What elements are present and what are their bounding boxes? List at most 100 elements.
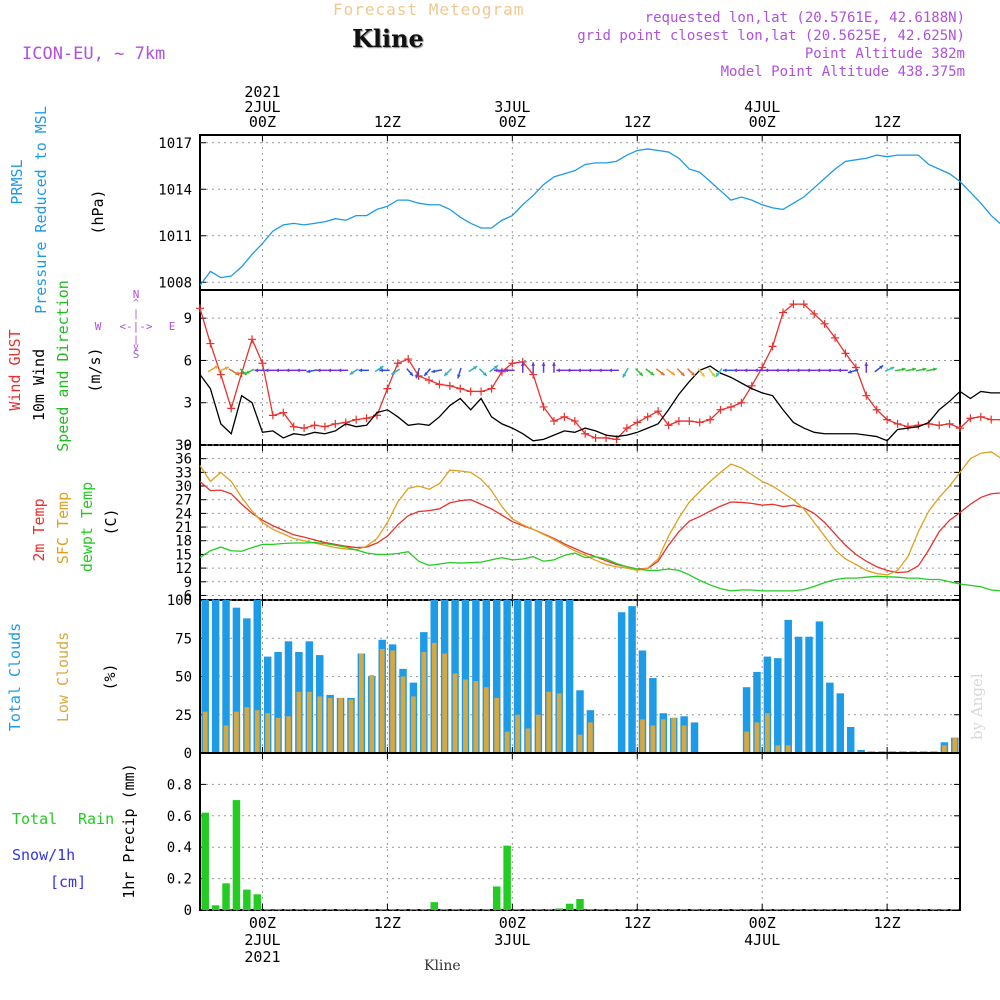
precipitation-bar — [701, 909, 709, 910]
top-time-label: 00Z — [499, 113, 526, 131]
precipitation-frame — [199, 752, 961, 911]
wind-direction-arrowhead — [493, 365, 498, 370]
precipitation-bar — [888, 909, 897, 910]
temperature-ytick-label: 9 — [184, 575, 192, 591]
bottom-time-label: 12Z — [624, 914, 651, 932]
precipitation-bar — [211, 905, 220, 910]
top-time-label: 2JUL — [244, 98, 280, 116]
clouds-bar — [650, 725, 656, 753]
gust-marker — [206, 339, 215, 348]
gust-marker — [976, 412, 985, 421]
pressure-ytick-label: 1011 — [158, 229, 192, 245]
temperature-ytick-label: 36 — [175, 452, 192, 468]
precipitation-bar — [368, 909, 376, 910]
gust-marker — [841, 349, 850, 358]
clouds-bar — [232, 607, 241, 753]
clouds-bar — [638, 650, 647, 753]
clouds-bar — [411, 696, 416, 753]
clouds-bar — [452, 673, 458, 753]
footer-station-label: Kline — [424, 958, 461, 974]
wind-direction-arrowhead — [743, 368, 748, 373]
gust-marker — [622, 424, 631, 433]
clouds-bar — [317, 696, 323, 753]
pressure-series-line — [199, 148, 1000, 286]
clouds-bar — [774, 658, 782, 753]
gust-marker — [258, 359, 267, 368]
gust-marker — [435, 380, 444, 389]
gust-marker — [477, 387, 486, 396]
precipitation-bar — [784, 909, 792, 910]
wind-direction-arrowhead — [242, 371, 247, 376]
precipitation-ytick-label: 0.6 — [167, 809, 192, 825]
precipitation-bar — [326, 909, 334, 910]
gust-marker — [903, 422, 912, 431]
model-name-label: ICON-EU, ~ 7km — [22, 44, 166, 64]
precipitation-ytick-label: 0.4 — [167, 840, 192, 856]
compass-north: N — [133, 288, 140, 301]
clouds-bar — [763, 656, 772, 753]
clouds-bar — [348, 699, 354, 753]
gust-marker — [883, 415, 892, 424]
precipitation-bar — [940, 909, 949, 910]
wind-direction-arrowhead — [901, 367, 906, 372]
precipitation-bar — [638, 909, 647, 910]
wind-direction-arrowhead — [715, 372, 720, 377]
gust-marker — [341, 418, 350, 427]
wind-direction-arrowhead — [608, 368, 612, 373]
wind-direction-arrowhead — [409, 372, 414, 376]
wind-direction-arrowhead — [296, 368, 300, 373]
clouds-bar — [577, 734, 583, 753]
bottom-time-label: 12Z — [374, 914, 401, 932]
forecast-meteogram-title: Forecast Meteogram — [333, 0, 525, 19]
wind-direction-arrowhead — [660, 371, 665, 376]
clouds-bar — [202, 711, 208, 753]
gust-marker — [862, 391, 871, 400]
clouds-bar — [390, 650, 395, 753]
gust-marker — [320, 422, 329, 431]
wind-direction-arrowhead — [306, 369, 311, 374]
clouds-bar — [286, 716, 291, 753]
precipitation-bar — [274, 909, 282, 910]
gust-marker — [664, 421, 673, 430]
gust-marker — [508, 359, 517, 368]
precipitation-bar — [763, 909, 772, 910]
precipitation-bar — [461, 909, 470, 910]
temp-dewpt-label: dewpt Temp — [78, 482, 96, 572]
gust-marker — [456, 384, 465, 393]
wind-10m-label: 10m Wind — [30, 349, 48, 421]
precipitation-bar — [284, 909, 293, 910]
wind-direction-arrowhead — [482, 372, 487, 376]
wind-direction-arrowhead — [650, 371, 655, 376]
gust-marker — [196, 304, 204, 313]
clouds-bar — [338, 697, 343, 753]
clouds-ytick-label: 75 — [175, 631, 192, 647]
gust-marker — [820, 319, 829, 328]
clouds-bar — [504, 731, 510, 753]
wind-direction-arrowhead — [415, 374, 420, 379]
gust-marker — [685, 417, 694, 426]
precipitation-bar — [732, 909, 740, 910]
clouds-bar — [671, 717, 677, 753]
gust-marker — [945, 419, 954, 428]
clouds-bar — [588, 722, 593, 753]
wind-direction-arrowhead — [922, 367, 927, 372]
temperature-ytick-label: 33 — [175, 465, 192, 481]
wind-direction-arrowhead — [622, 373, 627, 378]
gust-marker — [445, 381, 454, 390]
temperature-frame — [199, 444, 961, 601]
temperature-ytick-label: 6 — [184, 588, 192, 604]
precipitation-bar — [420, 909, 428, 910]
gust-marker — [466, 387, 475, 396]
gust-marker — [695, 418, 704, 427]
wind-direction-arrowhead — [816, 368, 821, 373]
clouds-ytick-label: 0 — [184, 746, 192, 762]
precip-snow-unit-label: [cm] — [50, 873, 86, 891]
clouds-bar — [617, 612, 626, 753]
wind-direction-arrowhead — [431, 369, 436, 374]
clouds-bar — [492, 600, 501, 753]
wind-direction-arrowhead — [711, 372, 715, 377]
clouds-bar — [546, 691, 552, 753]
wind-direction-arrowhead — [890, 366, 895, 371]
wind-gust-label: Wind GUST — [6, 329, 24, 410]
point-altitude-label: Point Altitude 382m — [804, 46, 965, 62]
